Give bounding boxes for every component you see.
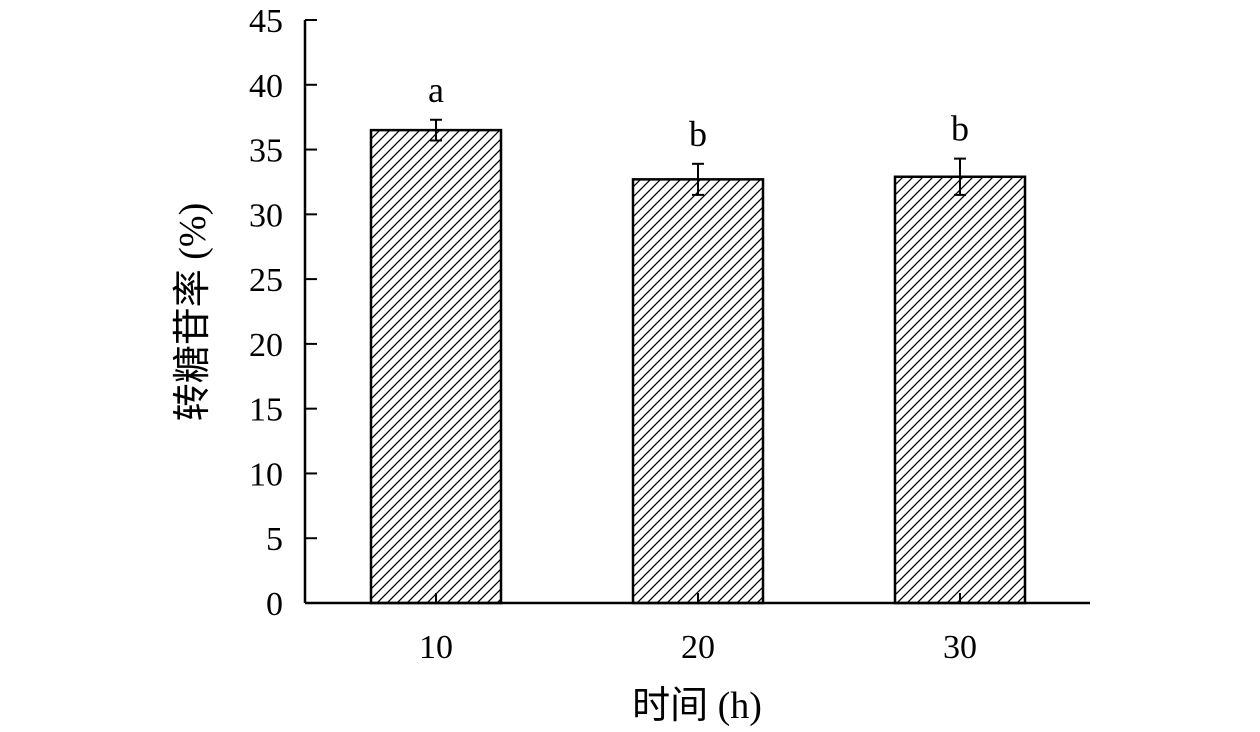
y-tick-label-5: 5 xyxy=(266,521,283,558)
y-tick-label-30: 30 xyxy=(249,197,283,234)
y-tick-label-40: 40 xyxy=(249,68,283,105)
significance-letter-10: a xyxy=(428,70,444,110)
significance-letter-20: b xyxy=(689,114,707,154)
y-tick-label-25: 25 xyxy=(249,262,283,299)
significance-letter-30: b xyxy=(951,109,969,149)
y-axis-label: 转糖苷率 (%) xyxy=(172,203,214,421)
y-tick-label-20: 20 xyxy=(249,327,283,364)
bar-20 xyxy=(631,178,765,605)
x-tick-label-30: 30 xyxy=(943,629,977,666)
y-tick-label-15: 15 xyxy=(249,392,283,429)
bar-10 xyxy=(369,128,503,605)
y-tick-label-35: 35 xyxy=(249,133,283,170)
x-tick-label-20: 20 xyxy=(681,629,715,666)
y-tick-label-45: 45 xyxy=(249,3,283,40)
y-tick-label-10: 10 xyxy=(249,456,283,493)
x-axis-label: 时间 (h) xyxy=(632,685,762,727)
bar-30 xyxy=(893,175,1027,605)
x-tick-label-10: 10 xyxy=(419,629,453,666)
y-tick-label-0: 0 xyxy=(266,586,283,623)
